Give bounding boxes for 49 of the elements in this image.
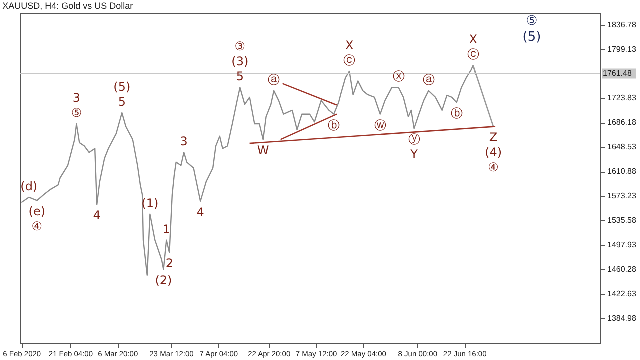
annotation: ⑤: [71, 106, 82, 120]
annotation: 4: [196, 205, 204, 220]
annotation: ③: [234, 40, 246, 54]
annotation: ⓐ: [422, 72, 435, 87]
annotation: ⓐ: [268, 72, 280, 87]
y-tick-label: 1573.23: [608, 192, 637, 201]
y-tick-label: 1497.93: [608, 240, 637, 250]
annotation: 1: [162, 222, 170, 236]
y-tick-label: 1535.58: [608, 216, 637, 225]
chart-title: XAUUSD, H4: Gold vs US Dollar: [2, 1, 134, 11]
annotation: X: [469, 32, 478, 47]
y-tick-label: 1799.13: [608, 44, 637, 54]
ref-line-label: 1761.48: [603, 68, 632, 78]
annotation: ⓧ: [392, 70, 405, 84]
y-tick-label: 1836.78: [608, 20, 637, 30]
annotation: ⓒ: [467, 48, 480, 62]
y-tick-label: 1610.88: [608, 167, 637, 176]
annotation: ⓑ: [450, 106, 463, 121]
annotation: (2): [155, 274, 172, 288]
annotation: (5): [522, 30, 542, 45]
annotation: X: [345, 38, 354, 52]
annotation: 3: [180, 134, 188, 149]
y-tick-label: 1648.53: [608, 142, 637, 152]
y-tick-label: 1384.98: [608, 314, 637, 323]
annotation: (1): [142, 196, 159, 210]
annotation: (4): [485, 146, 502, 160]
annotation: ⓒ: [344, 53, 356, 68]
annotation: (3): [232, 54, 249, 69]
annotation: ④: [32, 220, 43, 234]
annotation: W: [257, 144, 270, 158]
y-tick-label: 1723.83: [608, 94, 637, 103]
annotation: ⑤: [526, 14, 538, 29]
annotation: Y: [410, 148, 419, 162]
annotation: 5: [236, 70, 244, 84]
y-tick-label: 1422.63: [608, 289, 637, 298]
annotation: Z: [489, 130, 498, 145]
annotation: (d): [20, 179, 38, 194]
annotation: 4: [93, 208, 101, 223]
annotation: 5: [118, 95, 126, 110]
annotation: ⓑ: [328, 118, 340, 132]
y-tick-label: 1686.18: [608, 118, 637, 128]
annotation: ⓦ: [374, 118, 386, 132]
annotation: (e): [28, 204, 46, 219]
annotation: 2: [166, 256, 174, 271]
annotation: (5): [114, 80, 131, 94]
annotation: 3: [72, 91, 81, 106]
annotation: ④: [488, 160, 499, 175]
annotation: ⓨ: [408, 132, 420, 147]
y-tick-label: 1460.28: [608, 264, 637, 274]
